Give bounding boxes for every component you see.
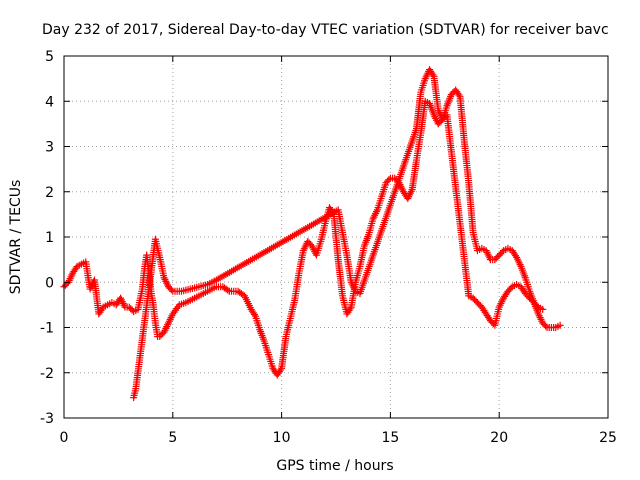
series-main (60, 86, 564, 379)
data-point (224, 286, 232, 294)
data-point (429, 71, 437, 79)
x-axis-label: GPS time / hours (276, 458, 393, 474)
data-point (556, 321, 564, 329)
y-tick-label: 3 (45, 140, 54, 156)
x-tick-label: 20 (490, 430, 508, 446)
data-point (542, 322, 550, 330)
data-point (498, 248, 506, 256)
y-tick-label: -1 (40, 321, 54, 337)
y-tick-label: -2 (40, 366, 54, 382)
tick-label-layer: 0 5 10 15 20 25 -3 -2 -1 0 1 2 3 4 5 (40, 49, 617, 446)
x-tick-label: 15 (381, 430, 399, 446)
data-points (60, 66, 564, 402)
data-point (512, 252, 520, 260)
x-tick-label: 0 (60, 430, 69, 446)
data-point (167, 286, 175, 294)
data-point (455, 91, 463, 99)
tick-layer (63, 55, 609, 419)
data-point (507, 284, 515, 292)
chart-title: Day 232 of 2017, Sidereal Day-to-day VTE… (42, 22, 609, 38)
series-secondary (130, 66, 547, 402)
y-axis-label: SDTVAR / TECUs (8, 180, 24, 295)
y-tick-label: -3 (40, 411, 54, 427)
y-tick-label: 2 (45, 185, 54, 201)
data-point (533, 302, 541, 310)
y-tick-label: 0 (45, 275, 54, 291)
x-tick-label: 5 (168, 430, 177, 446)
y-tick-label: 1 (45, 230, 54, 246)
data-point (250, 310, 258, 318)
data-point (346, 305, 354, 313)
x-tick-label: 10 (273, 430, 291, 446)
data-point (539, 305, 547, 313)
y-tick-label: 5 (45, 49, 54, 65)
data-point (277, 366, 285, 374)
y-tick-label: 4 (45, 94, 54, 110)
data-point (385, 176, 393, 184)
x-tick-label: 25 (599, 430, 617, 446)
